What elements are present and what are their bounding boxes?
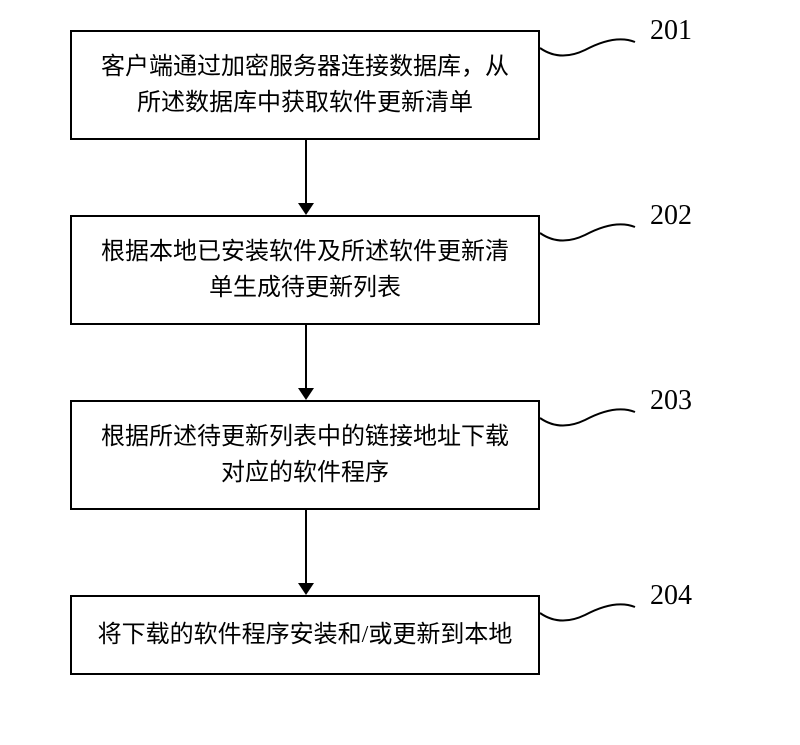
step-203-line1: 根据所述待更新列表中的链接地址下载 [101,424,509,450]
step-label-202: 202 [650,200,692,232]
step-text-204: 将下载的软件程序安装和/或更新到本地 [98,617,513,653]
step-203-line2: 对应的软件程序 [221,460,389,486]
step-box-202: 根据本地已安装软件及所述软件更新清 单生成待更新列表 [70,215,540,325]
step-201-line1: 客户端通过加密服务器连接数据库，从 [101,54,509,80]
step-202-line2: 单生成待更新列表 [209,275,401,301]
connector-1-2 [305,140,307,203]
step-box-201: 客户端通过加密服务器连接数据库，从 所述数据库中获取软件更新清单 [70,30,540,140]
label-curve-201 [540,20,640,70]
arrowhead-3-4 [298,583,314,595]
connector-2-3 [305,325,307,388]
step-text-201: 客户端通过加密服务器连接数据库，从 所述数据库中获取软件更新清单 [101,49,509,121]
step-204-line1: 将下载的软件程序安装和/或更新到本地 [98,622,513,648]
step-box-203: 根据所述待更新列表中的链接地址下载 对应的软件程序 [70,400,540,510]
step-201-line2: 所述数据库中获取软件更新清单 [137,90,473,116]
connector-3-4 [305,510,307,583]
label-curve-202 [540,205,640,255]
label-curve-204 [540,585,640,635]
arrowhead-2-3 [298,388,314,400]
step-label-201: 201 [650,15,692,47]
step-text-202: 根据本地已安装软件及所述软件更新清 单生成待更新列表 [101,234,509,306]
step-202-line1: 根据本地已安装软件及所述软件更新清 [101,239,509,265]
step-text-203: 根据所述待更新列表中的链接地址下载 对应的软件程序 [101,419,509,491]
step-label-203: 203 [650,385,692,417]
flowchart-container: 客户端通过加密服务器连接数据库，从 所述数据库中获取软件更新清单 201 根据本… [0,0,800,745]
arrowhead-1-2 [298,203,314,215]
step-box-204: 将下载的软件程序安装和/或更新到本地 [70,595,540,675]
label-curve-203 [540,390,640,440]
step-label-204: 204 [650,580,692,612]
